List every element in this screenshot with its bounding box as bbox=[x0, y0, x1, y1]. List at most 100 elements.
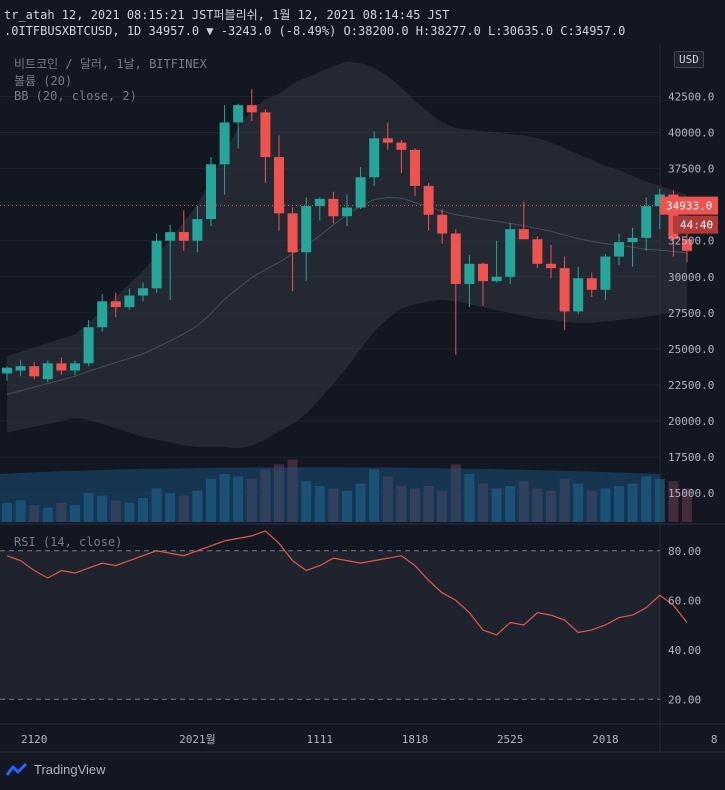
candles[interactable] bbox=[2, 89, 692, 383]
candle[interactable] bbox=[328, 191, 339, 224]
candle[interactable] bbox=[614, 233, 624, 266]
bb-legend[interactable]: BB (20, close, 2) bbox=[14, 89, 137, 103]
candle[interactable] bbox=[70, 360, 80, 375]
candle-body bbox=[151, 240, 162, 289]
volume-bar bbox=[15, 500, 26, 522]
candle-body bbox=[314, 198, 325, 207]
rsi-tick-label: 40.00 bbox=[668, 644, 701, 657]
candle[interactable] bbox=[423, 183, 434, 231]
volume-bar bbox=[192, 490, 203, 522]
candle[interactable] bbox=[532, 236, 543, 269]
time-tick-label: 2120 bbox=[21, 733, 48, 746]
candle[interactable] bbox=[42, 360, 53, 383]
candle[interactable] bbox=[83, 320, 94, 367]
candle[interactable] bbox=[15, 360, 26, 377]
candle[interactable] bbox=[450, 229, 461, 355]
candle[interactable] bbox=[178, 210, 189, 251]
candle[interactable] bbox=[464, 255, 475, 308]
candle-body bbox=[682, 239, 692, 251]
candle[interactable] bbox=[369, 131, 380, 186]
candle[interactable] bbox=[124, 288, 135, 310]
time-tick-label: 1818 bbox=[402, 733, 429, 746]
candle-body bbox=[559, 268, 570, 312]
candle[interactable] bbox=[505, 223, 516, 284]
candle-body bbox=[654, 194, 665, 207]
candle-body bbox=[437, 214, 448, 234]
volume-bar bbox=[437, 490, 448, 522]
candle-body bbox=[478, 263, 488, 282]
candle[interactable] bbox=[396, 139, 407, 173]
candle[interactable] bbox=[206, 157, 216, 227]
candle[interactable] bbox=[56, 357, 67, 375]
candle[interactable] bbox=[274, 135, 284, 231]
volume-bar bbox=[641, 476, 652, 522]
time-axis[interactable]: 2120 2021월 1111 1818 2525 2018 8 bbox=[21, 733, 718, 746]
volume-bar bbox=[42, 507, 53, 522]
candle[interactable] bbox=[627, 227, 638, 267]
countdown-tag: 44:40 bbox=[680, 219, 713, 232]
candle[interactable] bbox=[559, 256, 570, 331]
candle[interactable] bbox=[151, 233, 162, 293]
candle[interactable] bbox=[654, 188, 665, 230]
candle[interactable] bbox=[138, 282, 148, 302]
candle-body bbox=[110, 301, 121, 308]
volume-bar bbox=[532, 488, 543, 522]
candle[interactable] bbox=[478, 262, 488, 306]
candle-body bbox=[287, 213, 298, 253]
candle[interactable] bbox=[287, 207, 298, 292]
candle[interactable] bbox=[573, 266, 584, 315]
candle[interactable] bbox=[97, 294, 108, 332]
tradingview-brand[interactable]: TradingView bbox=[6, 762, 106, 777]
candle[interactable] bbox=[546, 245, 556, 279]
candle[interactable] bbox=[437, 208, 448, 244]
candle[interactable] bbox=[491, 240, 502, 283]
symbol-legend[interactable]: 비트코인 / 달러, 1날, BITFINEX bbox=[14, 57, 207, 71]
header-ohlc-line: .0ITFBUSXBTCUSD, 1D 34957.0 ▼ -3243.0 (-… bbox=[4, 24, 626, 38]
price-axis[interactable]: 42500.040000.037500.035000.032500.030000… bbox=[660, 90, 718, 500]
candle[interactable] bbox=[219, 105, 230, 195]
candle-body bbox=[192, 219, 203, 241]
candle-body bbox=[355, 177, 366, 208]
volume-bar bbox=[682, 488, 692, 522]
candle[interactable] bbox=[355, 167, 366, 209]
rsi-indicator[interactable]: 80.00 60.00 40.00 20.00 bbox=[0, 530, 701, 706]
candle-body bbox=[369, 138, 380, 178]
candle[interactable] bbox=[600, 253, 611, 300]
candle[interactable] bbox=[260, 109, 271, 184]
candle[interactable] bbox=[641, 197, 652, 251]
candle[interactable] bbox=[165, 224, 176, 300]
volume-bar bbox=[206, 478, 216, 522]
candle[interactable] bbox=[2, 366, 12, 381]
candle[interactable] bbox=[301, 197, 312, 282]
price-tick-label: 17500.0 bbox=[668, 451, 714, 464]
candle[interactable] bbox=[410, 148, 420, 197]
volume-bar bbox=[614, 486, 624, 522]
candle-body bbox=[342, 207, 352, 217]
candle[interactable] bbox=[233, 103, 244, 149]
price-tag-bg bbox=[660, 196, 718, 215]
rsi-legend[interactable]: RSI (14, close) bbox=[14, 535, 123, 549]
price-tick-label: 15000.0 bbox=[668, 487, 714, 500]
volume-legend[interactable]: 볼륨 (20) bbox=[14, 74, 73, 88]
candle[interactable] bbox=[110, 292, 121, 318]
candle[interactable] bbox=[382, 122, 393, 150]
candle[interactable] bbox=[246, 89, 257, 122]
price-tick-label: 32500.0 bbox=[668, 235, 714, 248]
candle[interactable] bbox=[518, 201, 529, 240]
volume-bar bbox=[56, 502, 67, 522]
volume-bar bbox=[138, 498, 148, 522]
candle-body bbox=[328, 198, 339, 217]
volume-bar bbox=[423, 486, 434, 522]
candle[interactable] bbox=[192, 206, 203, 253]
candle-body bbox=[450, 233, 461, 284]
candle[interactable] bbox=[586, 272, 597, 297]
volume-bar bbox=[600, 488, 611, 522]
candle[interactable] bbox=[314, 197, 325, 221]
candle[interactable] bbox=[342, 194, 352, 227]
price-tick-label: 25000.0 bbox=[668, 343, 714, 356]
currency-badge[interactable]: USD bbox=[674, 51, 704, 68]
candle-body bbox=[2, 367, 12, 374]
candle[interactable] bbox=[29, 361, 40, 380]
